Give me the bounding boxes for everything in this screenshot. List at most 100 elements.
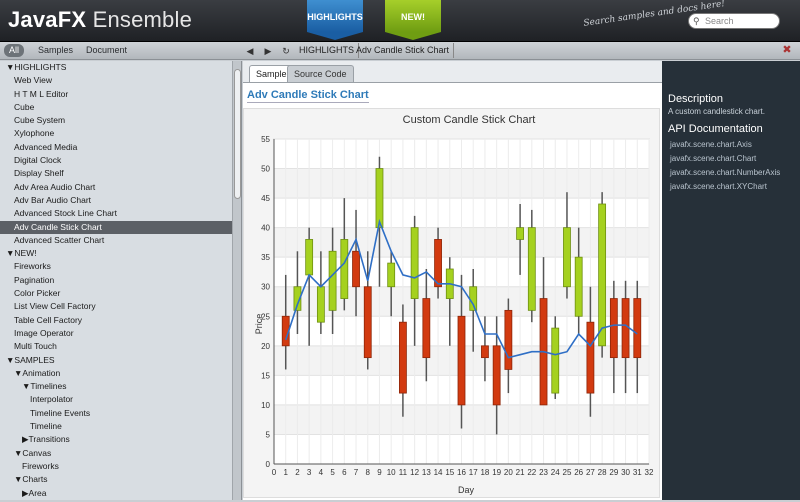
sidebar-item[interactable]: Advanced Stock Line Chart [14, 208, 118, 219]
candle-body [621, 298, 630, 359]
page-title: Adv Candle Stick Chart [247, 89, 369, 103]
y-axis-label: Price [254, 314, 264, 335]
sidebar-item[interactable]: Timeline [30, 421, 62, 432]
tab-source-code[interactable]: Source Code [287, 65, 354, 82]
sidebar-item[interactable]: Web View [14, 75, 52, 86]
api-link[interactable]: javafx.scene.chart.Chart [670, 154, 757, 163]
x-tick-label: 10 [387, 468, 396, 477]
sidebar-item[interactable]: ▼Timelines [22, 381, 67, 392]
candle-body [422, 298, 431, 359]
candle-body [316, 286, 325, 323]
sidebar-item[interactable]: Fireworks [14, 261, 51, 272]
candle-body [551, 327, 560, 394]
toolbar: All Samples Document ◀ ▶ ↻ HIGHLIGHTS Ad… [0, 42, 800, 60]
sidebar-item[interactable]: ▼HIGHLIGHTS [6, 62, 67, 72]
candle-body [363, 286, 372, 359]
chart-title: Custom Candle Stick Chart [403, 114, 536, 126]
sidebar-item[interactable]: Adv Bar Audio Chart [14, 194, 92, 205]
app-logo: JavaFX Ensemble [8, 7, 193, 32]
sidebar-item[interactable]: ▶Transitions [22, 434, 70, 445]
chart-panel: Custom Candle Stick Chart Day Price 0 5 10… [243, 108, 660, 498]
y-tick-label: 5 [266, 430, 271, 439]
candle-body [375, 168, 384, 229]
sidebar-item[interactable]: H T M L Editor [14, 88, 69, 99]
sidebar-item[interactable]: ▼NEW! [6, 248, 37, 259]
x-tick-label: 0 [272, 468, 277, 477]
sidebar-item[interactable]: Adv Area Audio Chart [14, 181, 96, 192]
candle-body [516, 227, 524, 240]
filter-document-button[interactable]: Document [86, 45, 128, 55]
sidebar-item[interactable]: Advanced Media [14, 141, 78, 152]
sidebar-item[interactable]: Table Cell Factory [14, 314, 83, 325]
candle-body [457, 315, 466, 406]
api-link[interactable]: javafx.scene.chart.XYChart [670, 182, 767, 191]
x-axis-label: Day [458, 485, 475, 495]
candle-body [352, 250, 360, 288]
candle-body [410, 227, 419, 299]
x-tick-label: 15 [445, 468, 454, 477]
sidebar-item[interactable]: Digital Clock [14, 155, 62, 166]
x-tick-label: 32 [645, 468, 654, 477]
sidebar-item[interactable]: ▼SAMPLES [6, 354, 55, 365]
description-text: A custom candlestick chart. [668, 107, 765, 116]
search-input[interactable]: ⚲ Search [688, 13, 780, 29]
sidebar-item[interactable]: Advanced Scatter Chart [14, 234, 105, 245]
api-link[interactable]: javafx.scene.chart.NumberAxis [670, 168, 781, 177]
sidebar-item[interactable]: Pagination [14, 274, 55, 285]
x-tick-label: 23 [539, 468, 548, 477]
sidebar-item[interactable]: Interpolator [30, 394, 73, 405]
api-doc-heading: API Documentation [668, 123, 763, 135]
scrollbar-thumb[interactable] [234, 69, 241, 199]
candle-body [574, 256, 583, 317]
sidebar-item[interactable]: Color Picker [14, 288, 61, 299]
candle-body [434, 239, 442, 288]
x-tick-label: 8 [366, 468, 371, 477]
sidebar-scrollbar[interactable] [232, 61, 241, 500]
candlestick-chart: Custom Candle Stick Chart Day Price 0 5 10… [254, 114, 654, 495]
sidebar-item[interactable]: Fireworks [22, 460, 59, 471]
sidebar-item[interactable]: Display Shelf [14, 168, 64, 179]
x-tick-label: 16 [457, 468, 466, 477]
back-icon[interactable]: ◀ [246, 46, 254, 56]
sidebar-item[interactable]: ▼Animation [14, 367, 61, 378]
x-tick-label: 18 [480, 468, 489, 477]
sidebar-item[interactable]: ▼Canvas [14, 447, 52, 458]
x-tick-label: 27 [586, 468, 595, 477]
y-tick-label: 15 [261, 371, 270, 380]
candle-body [340, 239, 349, 299]
x-tick-label: 11 [399, 468, 408, 477]
y-tick-label: 55 [261, 135, 270, 144]
candle-body [563, 227, 571, 288]
sidebar-item[interactable]: Image Operator [14, 327, 74, 338]
search-icon: ⚲ [693, 16, 700, 26]
sidebar-item[interactable]: Timeline Events [30, 407, 91, 418]
x-tick-label: 14 [434, 468, 443, 477]
new-ribbon-button[interactable]: NEW! [385, 0, 441, 40]
y-tick-label: 20 [261, 342, 270, 351]
filter-samples-button[interactable]: Samples [38, 45, 74, 55]
candle-body [598, 203, 607, 347]
highlights-ribbon-button[interactable]: HIGHLIGHTS [307, 0, 363, 40]
tools-icon[interactable]: ✖ [782, 44, 792, 56]
sidebar-item[interactable]: Adv Candle Stick Chart [0, 220, 232, 234]
refresh-icon[interactable]: ↻ [282, 46, 290, 56]
x-tick-label: 24 [551, 468, 560, 477]
breadcrumb-current[interactable]: Adv Candle Stick Chart [352, 43, 455, 58]
sidebar-item[interactable]: Cube [14, 101, 35, 112]
sidebar-item[interactable]: List View Cell Factory [14, 301, 96, 312]
candle-body [527, 227, 536, 311]
sidebar-item[interactable]: ▶Area [22, 487, 47, 498]
forward-icon[interactable]: ▶ [264, 46, 272, 56]
filter-all-button[interactable]: All [4, 44, 25, 57]
x-tick-label: 29 [609, 468, 618, 477]
sidebar-item[interactable]: Multi Touch [14, 341, 57, 352]
sidebar-item[interactable]: Cube System [14, 115, 66, 126]
app-header: JavaFX Ensemble HIGHLIGHTS NEW! Search s… [0, 0, 800, 42]
x-tick-label: 5 [330, 468, 335, 477]
sidebar-item[interactable]: ▼Charts [14, 474, 48, 485]
sidebar-item[interactable]: Xylophone [14, 128, 55, 139]
api-link[interactable]: javafx.scene.chart.Axis [670, 140, 752, 149]
candle-body [305, 239, 314, 276]
breadcrumb-highlights[interactable]: HIGHLIGHTS [295, 43, 360, 58]
x-tick-label: 21 [516, 468, 525, 477]
